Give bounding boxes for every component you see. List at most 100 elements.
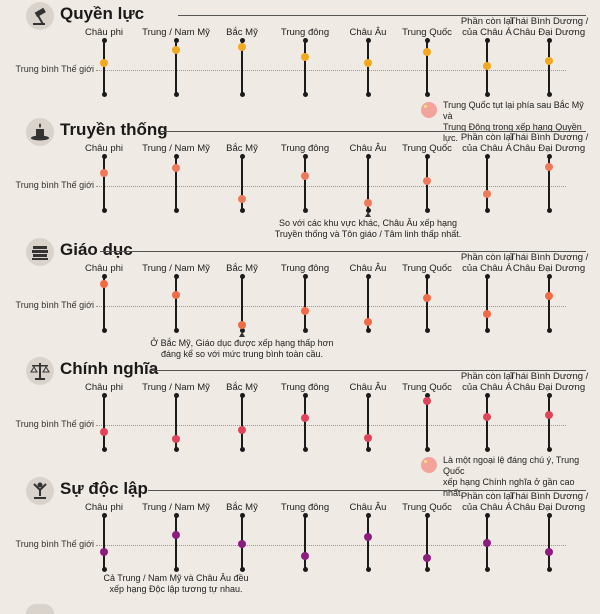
range-endpoint — [302, 154, 308, 159]
range-endpoint — [173, 154, 179, 159]
value-dot — [301, 551, 309, 560]
value-dot — [483, 310, 491, 319]
region-range-line — [486, 276, 488, 330]
region-range-line — [103, 515, 105, 569]
range-endpoint — [365, 567, 371, 572]
range-endpoint — [302, 38, 308, 43]
region-range-line — [426, 276, 428, 330]
value-dot — [238, 43, 246, 52]
range-endpoint — [365, 393, 371, 398]
range-endpoint — [424, 274, 430, 279]
value-dot — [172, 164, 180, 172]
value-dot — [301, 413, 309, 422]
section-title: Quyền lực — [60, 4, 145, 23]
range-endpoint — [239, 38, 245, 43]
range-endpoint — [101, 513, 107, 518]
range-endpoint — [302, 328, 308, 333]
value-dot — [100, 548, 108, 557]
range-endpoint — [424, 393, 430, 398]
range-endpoint — [101, 274, 107, 279]
range-endpoint — [484, 567, 490, 572]
value-dot — [172, 531, 180, 540]
region-label: Thái Bình Dương / Châu Đại Dương — [509, 132, 589, 154]
gavel-icon — [26, 2, 54, 30]
range-endpoint — [424, 567, 430, 572]
range-endpoint — [484, 393, 490, 398]
region-range-line — [103, 40, 105, 94]
range-endpoint — [239, 208, 245, 213]
region-range-line — [367, 156, 369, 210]
region-label: Trung Quốc — [402, 27, 452, 38]
world-average-label: Trung bình Thế giới — [15, 419, 94, 429]
value-dot — [423, 397, 431, 405]
region-range-line — [367, 40, 369, 94]
region-label: Trung / Nam Mỹ — [142, 27, 210, 38]
region-label: Bắc Mỹ — [226, 382, 258, 393]
region-label: Phần còn lại của Châu Á — [460, 16, 514, 38]
region-range-line — [175, 40, 177, 94]
range-endpoint — [239, 447, 245, 452]
range-endpoint — [365, 92, 371, 97]
next-section-icon-partial — [26, 604, 54, 614]
region-label: Trung Quốc — [402, 143, 452, 154]
region-range-line — [241, 40, 243, 94]
region-label: Bắc Mỹ — [226, 263, 258, 274]
china-flag-icon — [421, 457, 437, 473]
range-endpoint — [424, 208, 430, 213]
region-label: Châu Âu — [349, 263, 387, 274]
region-range-line — [548, 40, 550, 94]
region-range-line — [241, 156, 243, 210]
region-label: Châu Âu — [349, 502, 387, 513]
region-label: Trung Quốc — [402, 263, 452, 274]
range-endpoint — [173, 513, 179, 518]
range-endpoint — [239, 393, 245, 398]
annotation-pointer — [239, 332, 245, 337]
range-endpoint — [424, 38, 430, 43]
range-endpoint — [484, 447, 490, 452]
value-dot — [545, 411, 553, 420]
value-dot — [238, 195, 246, 204]
value-dot — [238, 539, 246, 548]
region-label: Bắc Mỹ — [226, 27, 258, 38]
section-title: Chính nghĩa — [60, 359, 159, 378]
section-divider — [160, 131, 586, 132]
chart-section: Sự độc lập Châu phi Trung / Nam Mỹ Bắc Mỹ Tr… — [0, 477, 600, 599]
value-dot — [238, 321, 246, 330]
region-label: Châu phi — [84, 143, 124, 154]
annotation-note: Trung Quốc tụt lại phía sau Bắc Mỹ và Tr… — [443, 100, 584, 143]
chart-section: Giáo dục Châu phi Trung / Nam Mỹ Bắc Mỹ Trun… — [0, 238, 600, 360]
value-dot — [172, 435, 180, 444]
value-dot — [364, 317, 372, 326]
region-range-line — [103, 276, 105, 330]
range-endpoint — [101, 154, 107, 159]
region-range-line — [175, 515, 177, 569]
range-endpoint — [365, 328, 371, 333]
world-average-line — [96, 70, 566, 71]
section-title: Giáo dục — [60, 240, 133, 259]
range-endpoint — [302, 92, 308, 97]
range-endpoint — [365, 513, 371, 518]
region-range-line — [548, 156, 550, 210]
section-title: Sự độc lập — [60, 479, 148, 498]
region-label: Trung đông — [280, 382, 330, 393]
value-dot — [100, 58, 108, 67]
section-divider — [100, 251, 586, 252]
annotation-note: Ở Bắc Mỹ, Giáo dục được xếp hạng thấp hơ… — [150, 338, 334, 359]
books-icon — [26, 238, 54, 266]
section-divider — [148, 490, 586, 491]
region-range-line — [103, 395, 105, 449]
region-range-line — [426, 40, 428, 94]
range-endpoint — [365, 38, 371, 43]
range-endpoint — [546, 154, 552, 159]
range-endpoint — [101, 38, 107, 43]
annotation-pointer — [365, 212, 371, 217]
region-range-line — [304, 395, 306, 449]
region-range-line — [486, 395, 488, 449]
annotation-note: Là một ngoại lệ đáng chú ý, Trung Quốc x… — [443, 455, 580, 498]
value-dot — [483, 412, 491, 421]
region-label: Trung Quốc — [402, 382, 452, 393]
region-label: Châu phi — [84, 27, 124, 38]
region-label: Trung Quốc — [402, 502, 452, 513]
range-endpoint — [173, 393, 179, 398]
